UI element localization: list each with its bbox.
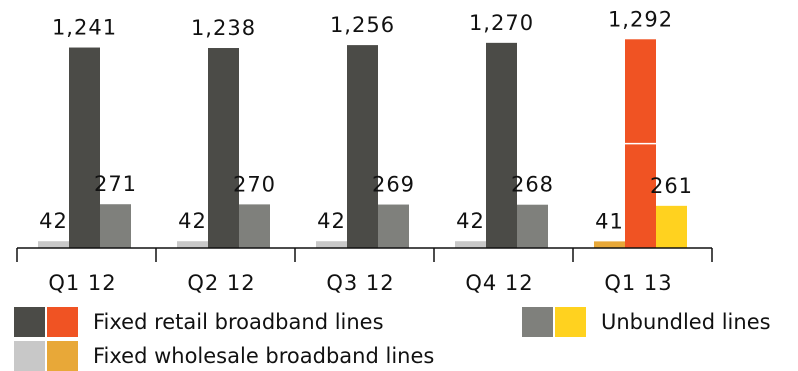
x-tick-label-q2-12: Q2 12 (187, 271, 255, 295)
data-label-unbundled-lines-q2-12: 270 (233, 172, 276, 196)
data-label-fixed-retail-broadband-lines-q1-12: 1,241 (52, 16, 117, 40)
bar-fixed-retail-broadband-lines-q3-12 (347, 45, 378, 248)
bar-unbundled-lines-q3-12 (378, 204, 409, 248)
legend-swatch-retail-highlight (47, 307, 78, 337)
legend-label-wholesale: Fixed wholesale broadband lines (93, 344, 435, 368)
x-tick-label-q1-13: Q1 13 (604, 271, 672, 295)
data-label-unbundled-lines-q1-12: 271 (94, 172, 137, 196)
bar-fixed-wholesale-broadband-lines-q2-12 (177, 241, 208, 248)
bar-unbundled-lines-q2-12 (239, 204, 270, 248)
data-label-unbundled-lines-q4-12: 268 (511, 173, 554, 197)
legend-swatch-retail-standard (14, 307, 45, 337)
bar-unbundled-lines-q1-12 (100, 204, 131, 248)
bar-fixed-retail-broadband-lines-q4-12 (486, 42, 517, 248)
bar-fixed-wholesale-broadband-lines-q3-12 (316, 241, 347, 248)
x-axis: Q1 12 Q2 12 Q3 12 Q4 12 Q1 13 (16, 247, 713, 295)
bar-unbundled-lines-q4-12 (517, 204, 548, 248)
bars-layer (38, 39, 687, 249)
value-labels-layer: 42 1,241 271 42 1,238 270 42 1,256 269 42 1,270 268… (39, 7, 693, 233)
data-label-unbundled-lines-q1-13: 261 (650, 174, 693, 198)
legend-swatch-unbundled-standard (522, 307, 553, 337)
bar-fixed-retail-broadband-lines-q2-12 (208, 48, 239, 249)
bar-fixed-wholesale-broadband-lines-q4-12 (455, 241, 486, 248)
legend-item-unbundled: Unbundled lines (522, 307, 771, 337)
legend-item-retail: Fixed retail broadband lines (14, 307, 384, 337)
data-label-fixed-retail-broadband-lines-q1-13: 1,292 (608, 7, 673, 31)
bar-fixed-retail-broadband-lines-q1-12 (69, 47, 100, 249)
x-tick-label-q4-12: Q4 12 (465, 271, 533, 295)
legend-label-retail: Fixed retail broadband lines (93, 310, 384, 334)
data-label-fixed-wholesale-broadband-lines-q3-12: 42 (317, 209, 346, 233)
legend-swatch-wholesale-standard (14, 341, 45, 371)
data-label-fixed-retail-broadband-lines-q3-12: 1,256 (330, 13, 395, 37)
x-tick-label-q3-12: Q3 12 (326, 271, 394, 295)
data-label-fixed-wholesale-broadband-lines-q1-13: 41 (595, 209, 624, 233)
legend-label-unbundled: Unbundled lines (601, 310, 771, 334)
bar-fixed-wholesale-broadband-lines-q1-12 (38, 241, 69, 248)
bar-unbundled-lines-q1-13 (656, 205, 687, 248)
data-label-unbundled-lines-q3-12: 269 (372, 173, 415, 197)
data-label-fixed-retail-broadband-lines-q2-12: 1,238 (191, 16, 256, 40)
x-tick-label-q1-12: Q1 12 (48, 271, 116, 295)
data-label-fixed-wholesale-broadband-lines-q2-12: 42 (178, 209, 207, 233)
data-label-fixed-wholesale-broadband-lines-q4-12: 42 (456, 209, 485, 233)
data-label-fixed-wholesale-broadband-lines-q1-12: 42 (39, 209, 68, 233)
legend-item-wholesale: Fixed wholesale broadband lines (14, 341, 434, 371)
bar-fixed-wholesale-broadband-lines-q1-13 (594, 241, 625, 248)
legend-swatch-unbundled-highlight (555, 307, 586, 337)
legend-swatch-wholesale-highlight (47, 341, 78, 371)
data-label-fixed-retail-broadband-lines-q4-12: 1,270 (469, 11, 534, 35)
